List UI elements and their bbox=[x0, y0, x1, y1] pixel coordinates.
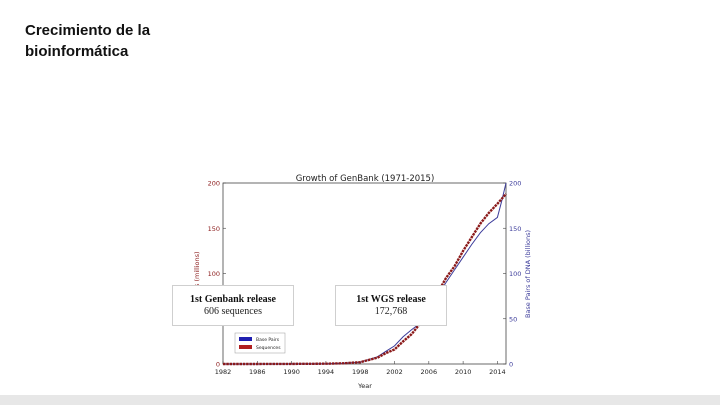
y-right-tick-label: 100 bbox=[509, 270, 521, 278]
callout-detail: 172,768 bbox=[374, 306, 408, 317]
x-tick-label: 2014 bbox=[489, 368, 506, 376]
legend-swatch-base-pairs bbox=[239, 337, 252, 341]
x-tick-label: 1994 bbox=[318, 368, 335, 376]
y-axis-right-label: Base Pairs of DNA (billions) bbox=[524, 230, 532, 318]
y-left-tick-label: 200 bbox=[208, 180, 220, 188]
x-tick-label: 2010 bbox=[455, 368, 472, 376]
callout-title: 1st Genbank release bbox=[190, 294, 276, 305]
footer-bar bbox=[0, 395, 720, 405]
y-left-tick-label: 150 bbox=[208, 225, 220, 233]
y-right-tick-label: 200 bbox=[509, 180, 521, 188]
y-right-tick-label: 50 bbox=[509, 315, 517, 323]
callout-title: 1st WGS release bbox=[356, 294, 426, 305]
legend-label-sequences: Sequences bbox=[256, 345, 281, 351]
x-tick-label: 2006 bbox=[421, 368, 438, 376]
callout-first-genbank-release: 1st Genbank release 606 sequences bbox=[172, 285, 294, 326]
y-left-tick-label: 100 bbox=[208, 270, 220, 278]
legend: Base Pairs Sequences bbox=[234, 332, 286, 354]
x-tick-label: 1998 bbox=[352, 368, 369, 376]
y-right-tick-label: 150 bbox=[509, 225, 521, 233]
y-right-tick-label: 0 bbox=[509, 361, 513, 369]
x-tick-label: 1990 bbox=[283, 368, 300, 376]
series-line-sequences bbox=[223, 193, 507, 366]
callout-first-wgs-release: 1st WGS release 172,768 bbox=[335, 285, 447, 326]
callout-detail: 606 sequences bbox=[203, 306, 263, 317]
y-axis-left-label: ces (millions) bbox=[193, 251, 201, 294]
x-tick-label: 1986 bbox=[249, 368, 266, 376]
chart-title: Growth of GenBank (1971-2015) bbox=[296, 174, 435, 184]
legend-swatch-sequences bbox=[239, 345, 252, 349]
x-axis-label: Year bbox=[357, 382, 372, 390]
legend-label-base-pairs: Base Pairs bbox=[256, 337, 280, 343]
x-tick-label: 2002 bbox=[386, 368, 403, 376]
genbank-growth-chart: Growth of GenBank (1971-2015) Year ces (… bbox=[193, 174, 532, 390]
y-left-tick-label: 0 bbox=[216, 361, 220, 369]
x-tick-label: 1982 bbox=[215, 368, 232, 376]
slide-title: Crecimiento de la bioinformática bbox=[25, 22, 151, 60]
